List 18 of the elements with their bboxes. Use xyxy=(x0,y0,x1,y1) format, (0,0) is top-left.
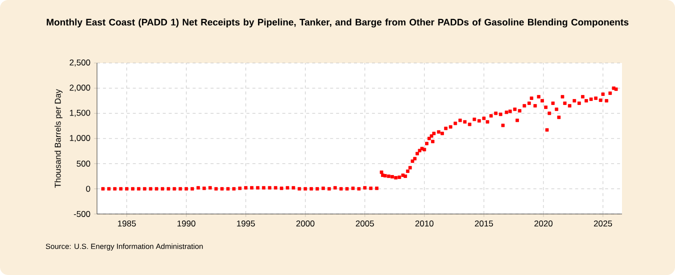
x-tick-label: 2015 xyxy=(474,220,493,226)
y-tick-label: 1,000 xyxy=(70,135,90,142)
x-tick-label: 1985 xyxy=(118,220,136,226)
y-tick-label: 500 xyxy=(76,160,90,167)
x-tick-label: 1990 xyxy=(178,220,196,226)
x-tick-label: 2025 xyxy=(594,220,612,226)
x-tick-label: 2000 xyxy=(296,220,314,226)
x-tick-label: 2005 xyxy=(356,220,374,226)
y-tick-label: -500 xyxy=(74,211,90,217)
x-tick-label: 1995 xyxy=(237,220,255,226)
chart-title: Monthly East Coast (PADD 1) Net Receipts by Pipeline, Tanker, and Barge from Other PADDs of Gasoline Blending Components xyxy=(46,18,628,28)
x-tick-label: 2010 xyxy=(415,220,434,226)
y-axis-title: Thousand Barrels per Day xyxy=(54,89,62,188)
y-tick-label: 1,500 xyxy=(70,110,90,117)
y-tick-label: 2,500 xyxy=(70,60,90,66)
x-tick-label: 2020 xyxy=(534,220,553,226)
y-tick-label: 0 xyxy=(86,186,90,192)
y-tick-label: 2,000 xyxy=(70,84,90,92)
